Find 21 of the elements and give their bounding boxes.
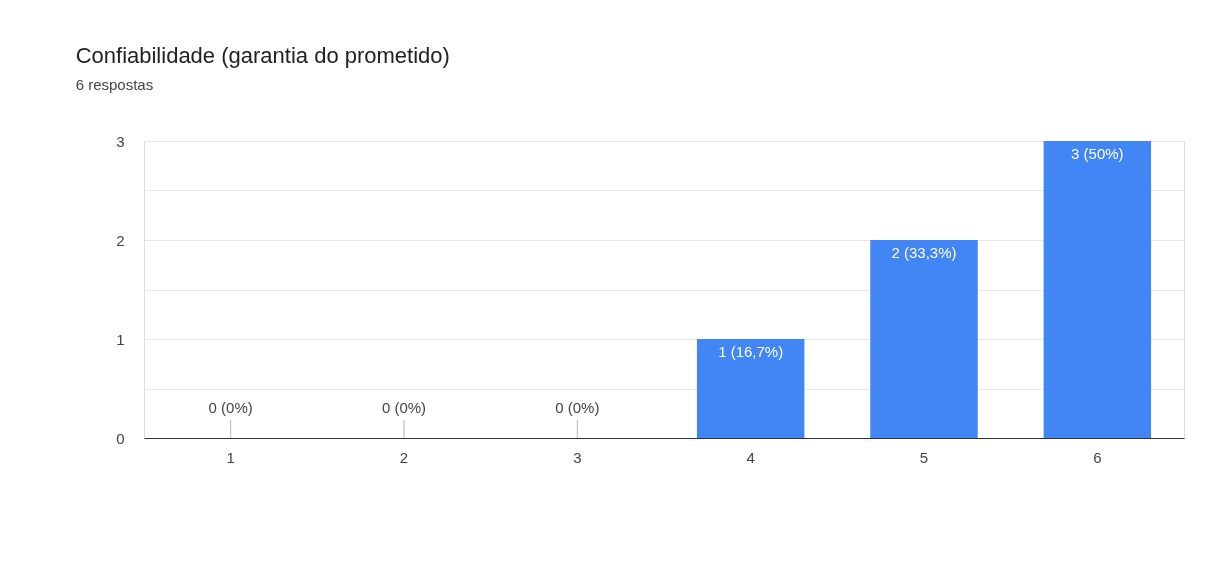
bar xyxy=(870,240,978,438)
text: 0 (0%) xyxy=(381,399,427,416)
x-tick-label: 5 xyxy=(919,448,929,466)
y-tick-label: 3 xyxy=(116,132,125,150)
y-tick-label: 1 xyxy=(116,330,125,348)
x-tick-label: 4 xyxy=(746,448,755,466)
y-tick-label: 2 xyxy=(116,231,125,249)
x-tick-label: 2 xyxy=(399,448,409,466)
y-tick-label: 0 xyxy=(116,429,125,447)
x-tick-label: 3 xyxy=(573,448,582,466)
chart-title: Confiabilidade (garantia do prometido) xyxy=(75,43,450,68)
text: 0 (0%) xyxy=(208,399,253,416)
text: 2 (33,3%) xyxy=(891,244,957,261)
text: 3 (50%) xyxy=(1071,145,1124,162)
bar xyxy=(696,339,805,438)
x-tick-label: 6 xyxy=(1093,448,1102,466)
text: 0 (0%) xyxy=(555,399,600,416)
chart-subtitle: 6 respostas xyxy=(75,76,154,93)
x-tick-label: 1 xyxy=(226,448,235,466)
bar xyxy=(1043,141,1152,438)
text: 1 (16,7%) xyxy=(718,343,784,360)
